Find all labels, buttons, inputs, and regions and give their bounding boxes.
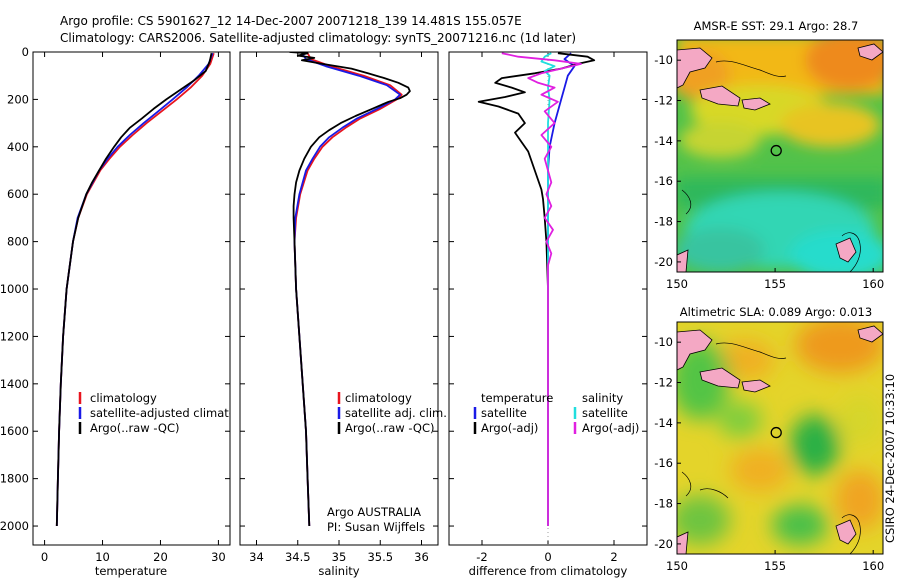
x-tick-label: 20	[153, 550, 168, 564]
sla-argo-position-marker	[770, 426, 782, 439]
difference-legend: temperature satellite Argo(-adj) salinit…	[473, 391, 639, 435]
difference-panel: -2 0 2 difference from climatology tempera…	[448, 51, 648, 578]
sla-map-coastline	[677, 325, 883, 554]
side-timestamp-label: CSIRO 24-Dec-2007 10:33:10	[883, 374, 897, 543]
x-tick-label: 160	[862, 559, 884, 573]
header-line1: Argo profile: CS 5901627_12 14-Dec-2007 …	[60, 14, 522, 28]
y-tick-label: -12	[654, 376, 673, 390]
sst-map-title: AMSR-E SST: 29.1 Argo: 28.7	[694, 19, 859, 33]
x-tick-label: 150	[666, 559, 688, 573]
sst-map-frame	[676, 39, 884, 273]
legend-sal-argo: Argo(-adj)	[582, 421, 639, 435]
sla-map-title: Altimetric SLA: 0.089 Argo: 0.013	[680, 305, 872, 319]
legend-argo: Argo(..raw -QC)	[90, 421, 180, 435]
legend-temp-argo: Argo(-adj)	[481, 421, 538, 435]
header-line2: Climatology: CARS2006. Satellite-adjuste…	[60, 31, 576, 45]
annotation-argo-australia: Argo AUSTRALIA	[327, 505, 421, 519]
temperature-lines	[55, 52, 215, 527]
x-tick-label: 35	[332, 550, 347, 564]
y-tick-label: -18	[654, 497, 673, 511]
difference-ticks: -2 0 2	[449, 51, 647, 564]
x-tick-label: 30	[211, 550, 226, 564]
y-tick-label: -14	[654, 134, 673, 148]
y-tick-label: 400	[7, 140, 29, 154]
sst-map-field	[677, 40, 883, 272]
y-tick-label: 1400	[0, 377, 29, 391]
x-tick-label: 34.5	[285, 550, 311, 564]
y-tick-label: 1200	[0, 329, 29, 343]
legend-salinity-header: salinity	[582, 391, 623, 405]
difference-lines	[477, 52, 596, 545]
legend-temperature-header: temperature	[481, 391, 553, 405]
difference-xlabel: difference from climatology	[469, 564, 628, 578]
x-tick-label: 155	[764, 277, 786, 291]
y-tick-label: 1600	[0, 424, 29, 438]
sla-map-frame	[676, 321, 884, 555]
legend-argo: Argo(..raw -QC)	[345, 421, 435, 435]
series-salinity-argo-adj	[501, 52, 582, 526]
salinity-axes-box	[239, 51, 439, 546]
sla-map-contours	[681, 342, 861, 554]
temperature-ticks: 0 10 20 30 0 200 400 600 800 1000 1200 1400 1600 1800…	[0, 45, 230, 564]
x-tick-label: -2	[476, 550, 487, 564]
y-tick-label: -10	[654, 335, 673, 349]
y-tick-label: -14	[654, 416, 673, 430]
x-tick-label: 2	[610, 550, 617, 564]
salinity-ticks: 34 34.5 35 35.5 36	[240, 51, 438, 564]
x-tick-label: 34	[249, 550, 264, 564]
x-tick-label: 10	[95, 550, 110, 564]
y-tick-label: -16	[654, 174, 673, 188]
x-tick-label: 0	[544, 550, 551, 564]
y-tick-label: -18	[654, 215, 673, 229]
legend-sal-satellite: satellite	[582, 406, 628, 420]
sla-map-field	[677, 322, 883, 554]
sst-map-ticks: 150 155 160 -10 -12 -14 -16 -18 -20	[654, 53, 884, 291]
x-tick-label: 150	[666, 277, 688, 291]
y-tick-label: 2000	[0, 519, 29, 533]
sst-argo-position-marker	[770, 144, 782, 157]
y-tick-label: -12	[654, 94, 673, 108]
legend-climatology: climatology	[90, 391, 157, 405]
legend-satellite-adjusted: satellite-adjusted climatology	[90, 406, 260, 420]
sla-map-panel: Altimetric SLA: 0.089 Argo: 0.013	[654, 305, 884, 573]
salinity-xlabel: salinity	[318, 564, 359, 578]
salinity-legend: climatology satellite adj. clim. Argo(..…	[337, 391, 447, 435]
series-argo	[289, 52, 411, 527]
sla-map-ticks: 150 155 160 -10 -12 -14 -16 -18 -20	[654, 335, 884, 573]
temperature-xlabel: temperature	[95, 564, 167, 578]
series-argo	[55, 53, 213, 527]
temperature-panel: 0 10 20 30 0 200 400 600 800 1000 1200 1400 1600 1800…	[0, 45, 260, 578]
salinity-panel: 34 34.5 35 35.5 36 salinity climatology sate…	[239, 51, 447, 578]
sst-map-coastline	[677, 43, 883, 272]
y-tick-label: 800	[7, 235, 29, 249]
sst-map-contours	[681, 60, 861, 272]
sst-map-panel: AMSR-E SST: 29.1 Argo: 28.7	[654, 19, 884, 291]
y-tick-label: 0	[22, 45, 29, 59]
temperature-legend: climatology satellite-adjusted climatolo…	[78, 391, 260, 435]
y-tick-label: 200	[7, 92, 29, 106]
x-tick-label: 0	[41, 550, 48, 564]
y-tick-label: -20	[654, 255, 673, 269]
y-tick-label: -20	[654, 537, 673, 551]
annotation-pi: PI: Susan Wijffels	[327, 520, 425, 534]
x-tick-label: 35.5	[367, 550, 393, 564]
y-tick-label: -16	[654, 456, 673, 470]
series-salinity-satellite	[540, 52, 556, 526]
x-tick-label: 160	[862, 277, 884, 291]
salinity-lines	[289, 52, 411, 527]
x-tick-label: 36	[414, 550, 429, 564]
legend-satellite-adj: satellite adj. clim.	[345, 406, 447, 420]
x-tick-label: 155	[764, 559, 786, 573]
y-tick-label: 1800	[0, 472, 29, 486]
legend-climatology: climatology	[345, 391, 412, 405]
y-tick-label: 1000	[0, 282, 29, 296]
y-tick-label: 600	[7, 187, 29, 201]
legend-temp-satellite: satellite	[481, 406, 527, 420]
y-tick-label: -10	[654, 53, 673, 67]
